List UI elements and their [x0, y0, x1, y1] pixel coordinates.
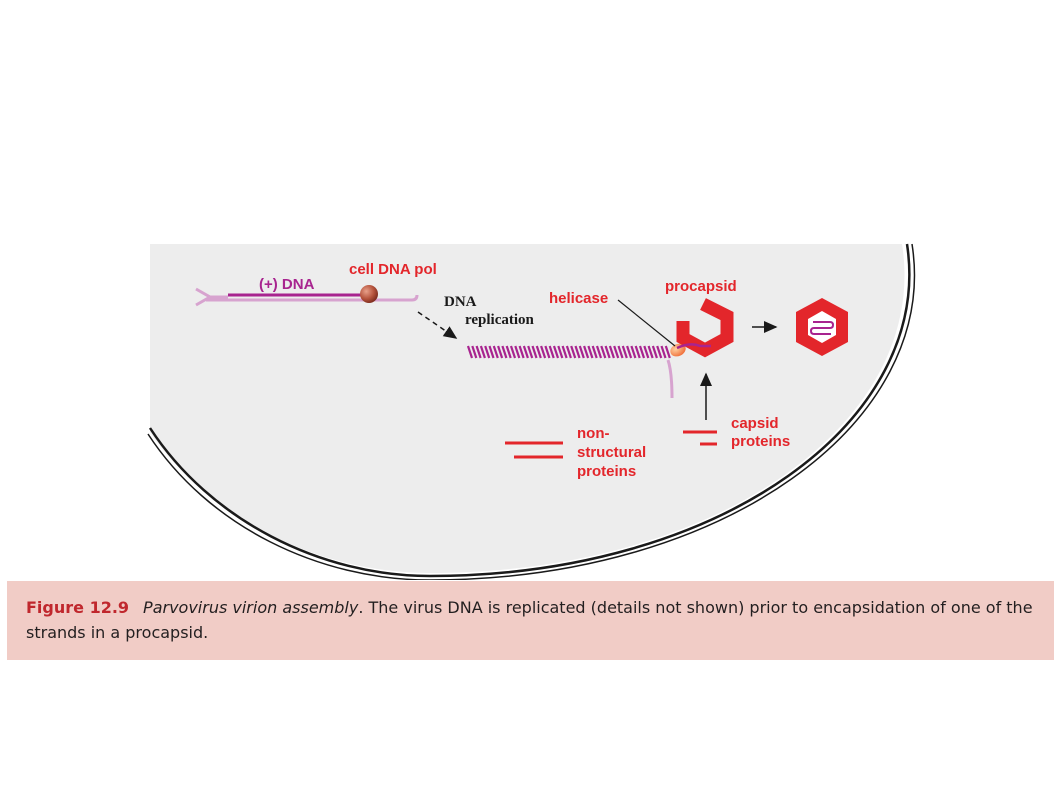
duplex-hatch [471, 345, 478, 359]
duplex-hatch [501, 345, 508, 359]
duplex-hatch [587, 345, 594, 359]
procapsid-label: procapsid [665, 278, 737, 295]
duplex-hatch [540, 345, 547, 359]
dna-replication-label-1: DNA [444, 294, 477, 310]
duplex-hatch [608, 345, 615, 359]
duplex-hatch [565, 345, 572, 359]
duplex-hatch [475, 345, 482, 359]
duplex-hatch [591, 345, 598, 359]
duplex-hatch [557, 345, 564, 359]
duplex-hatch [643, 345, 650, 359]
duplex-hatch [583, 345, 590, 359]
procapsid [676, 298, 734, 358]
duplex-hatch [548, 345, 555, 359]
duplex-hatch [527, 345, 534, 359]
duplex-hatch [595, 345, 603, 359]
duplex-hatch [509, 345, 517, 359]
helicase-label: helicase [549, 290, 608, 307]
duplex-hatch [497, 345, 504, 359]
cell-membrane-inner [147, 243, 916, 580]
replicated-dna-duplex [466, 345, 671, 359]
figure-caption: Figure 12.9 Parvovirus virion assembly. T… [7, 581, 1054, 660]
replication-arrow [417, 311, 458, 339]
duplex-hatch [484, 345, 491, 359]
duplex-hatch [651, 345, 658, 359]
duplex-hatch [664, 345, 671, 359]
duplex-hatch [630, 345, 637, 359]
duplex-hatch [574, 345, 581, 359]
duplex-hatch [518, 345, 525, 359]
figure-caption-text: . The virus DNA is replicated (details n… [26, 598, 1033, 642]
minus-strand [206, 294, 419, 302]
duplex-hatch [638, 345, 646, 359]
capsid-proteins-label-1: capsid [731, 415, 779, 432]
mature-virion [796, 298, 848, 356]
duplex-hatch [600, 345, 607, 359]
figure-title: Parvovirus virion assembly [143, 598, 359, 617]
duplex-hatch [634, 345, 641, 359]
duplex-hatch [604, 345, 611, 359]
duplex-hatch [561, 345, 568, 359]
cell-membrane-outer [148, 243, 911, 578]
non-structural-proteins [505, 441, 563, 459]
plus-dna-label: (+) DNA [259, 276, 315, 293]
duplex-hatch [613, 345, 620, 359]
helicase-pointer-line [617, 299, 676, 347]
cell-dna-pol-label: cell DNA pol [349, 261, 437, 278]
duplex-hatch [505, 345, 512, 359]
displaced-strand [666, 359, 674, 399]
duplex-hatch [656, 345, 663, 359]
duplex-hatch [514, 345, 521, 359]
packaged-dna [809, 321, 835, 335]
duplex-hatch [479, 345, 486, 359]
capsid-proteins-label-2: proteins [731, 433, 790, 450]
capsid-proteins [683, 430, 717, 446]
duplex-hatch [552, 345, 560, 359]
duplex-hatch [535, 345, 542, 359]
duplex-hatch [544, 345, 551, 359]
duplex-hatch [531, 345, 538, 359]
duplex-hatch [570, 345, 577, 359]
cell-cytoplasm [150, 244, 905, 573]
entering-strand [676, 343, 711, 350]
parvovirus-assembly-diagram: (+) DNA cell DNA pol DNA replication hel… [147, 243, 916, 580]
duplex-hatch [626, 345, 633, 359]
duplex-hatch [617, 345, 624, 359]
duplex-hatch [488, 345, 495, 359]
duplex-hatch [578, 345, 585, 359]
duplex-hatch [522, 345, 529, 359]
dna-replication-label-2: replication [465, 312, 535, 328]
duplex-hatch [621, 345, 628, 359]
duplex-hatch [466, 345, 474, 359]
figure-number: Figure 12.9 [26, 598, 130, 617]
duplex-hatch [647, 345, 654, 359]
non-structural-label-3: proteins [577, 463, 636, 480]
duplex-hatch [492, 345, 499, 359]
non-structural-label-1: non- [577, 425, 609, 442]
input-dna [195, 287, 419, 307]
duplex-hatch [660, 345, 667, 359]
non-structural-label-2: structural [577, 444, 646, 461]
cell-dna-polymerase [360, 285, 378, 303]
